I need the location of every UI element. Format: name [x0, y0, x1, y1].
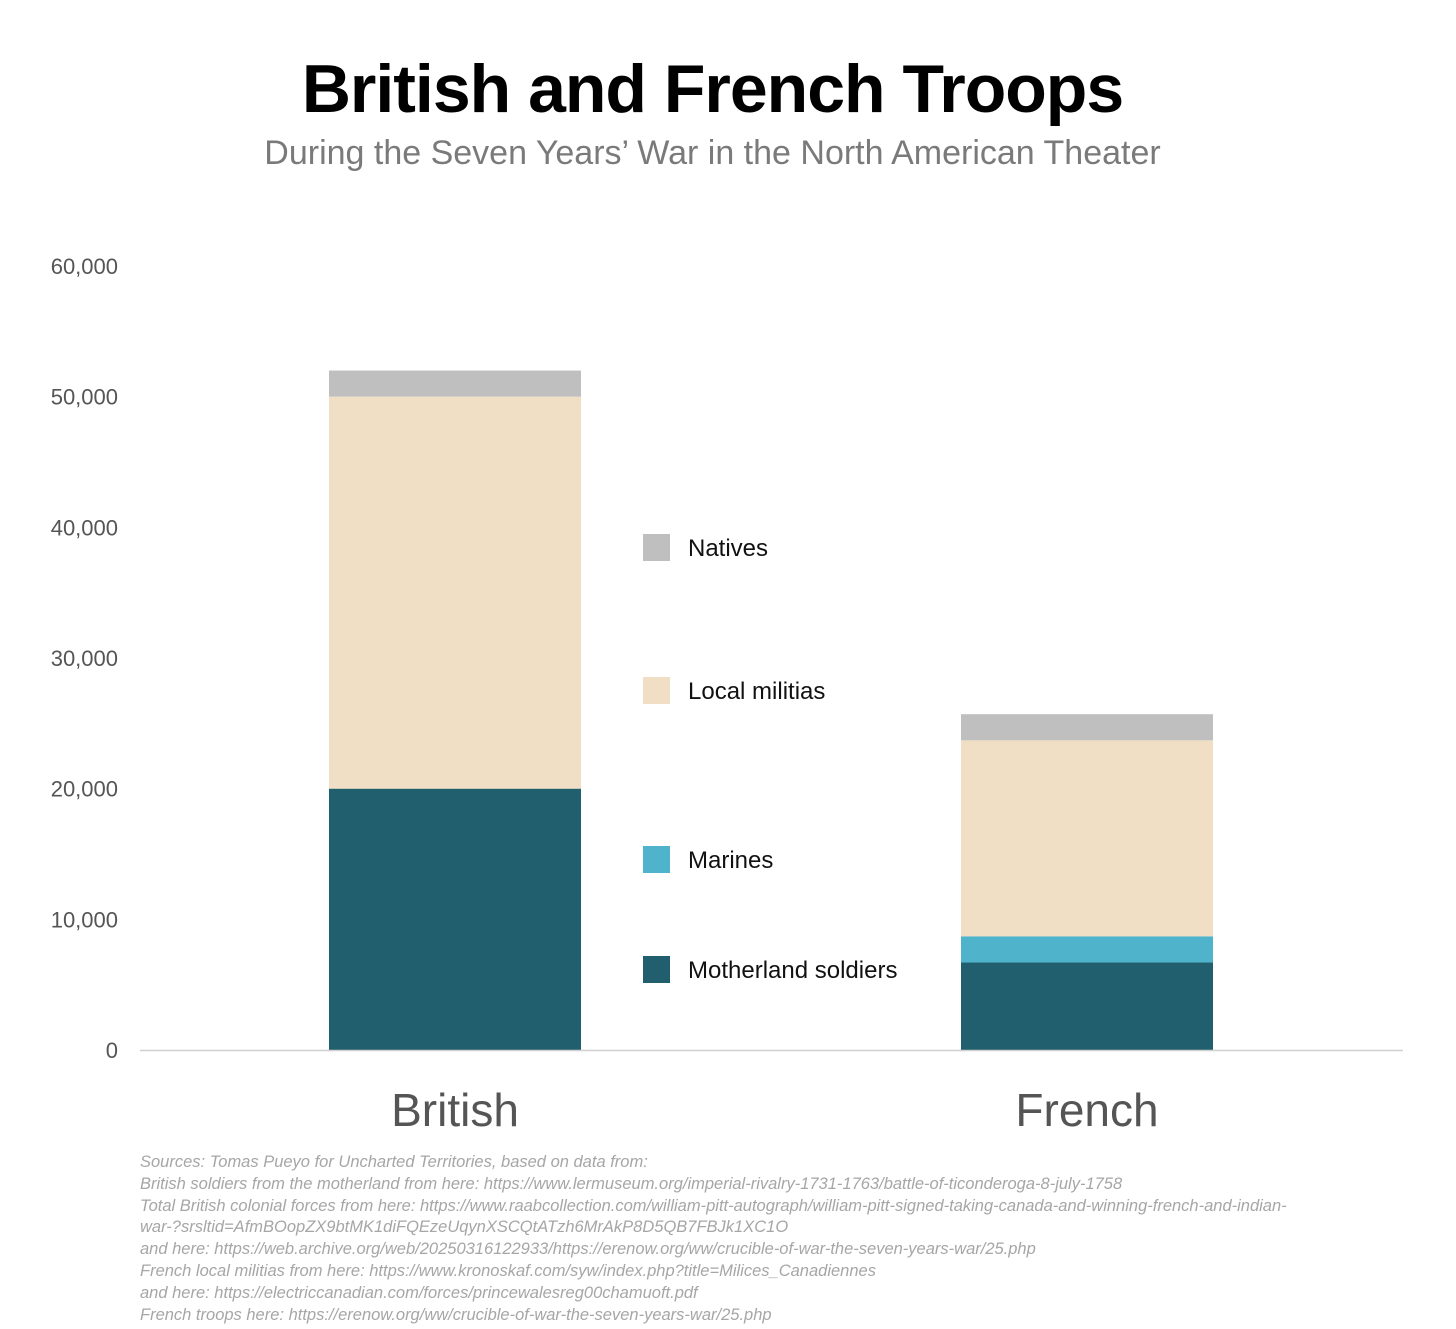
- source-line: and here: https://electriccanadian.com/f…: [140, 1283, 698, 1302]
- legend-swatch: [643, 677, 670, 704]
- bar-segment-motherland-soldiers: [329, 788, 581, 1050]
- legend-label: Natives: [688, 535, 768, 562]
- x-tick-label: British: [391, 1084, 519, 1136]
- y-tick-label: 60,000: [51, 254, 118, 279]
- stacked-bar-chart: 0 10,000 20,000 30,000 40,000 50,000 60,000 Bri…: [51, 254, 1403, 1136]
- bar-segment-marines: [961, 936, 1213, 963]
- legend-swatch: [643, 846, 670, 873]
- y-tick-label: 0: [106, 1038, 118, 1063]
- legend-label: Local militias: [688, 678, 825, 705]
- y-tick-label: 20,000: [51, 777, 118, 802]
- bar-segment-local-militias: [329, 396, 581, 789]
- source-line: Sources: Tomas Pueyo for Uncharted Terri…: [140, 1153, 648, 1171]
- chart-title: British and French Troops: [301, 51, 1124, 127]
- y-tick-label: 40,000: [51, 515, 118, 540]
- y-tick-label: 10,000: [51, 907, 118, 932]
- bar-segment-motherland-soldiers: [961, 962, 1213, 1050]
- source-line: British soldiers from the motherland fro…: [140, 1174, 1123, 1193]
- chart-subtitle: During the Seven Years’ War in the North…: [264, 134, 1161, 172]
- legend-label: Marines: [688, 847, 773, 874]
- y-tick-label: 50,000: [51, 385, 118, 410]
- source-line: and here: https://web.archive.org/web/20…: [140, 1240, 1036, 1259]
- sources-footnote: Sources: Tomas Pueyo for Uncharted Terri…: [140, 1152, 1430, 1326]
- source-line: Total British colonial forces from here:…: [140, 1196, 1287, 1215]
- source-line: French troops here: https://erenow.org/w…: [140, 1305, 772, 1324]
- bar-segment-natives: [961, 714, 1213, 741]
- source-line: war-?srsltid=AfmBOopZX9btMK1diFQEzeUqynX…: [140, 1218, 789, 1237]
- bar-segment-natives: [329, 370, 581, 397]
- y-tick-label: 30,000: [51, 646, 118, 671]
- x-tick-label: French: [1015, 1084, 1158, 1136]
- source-line: French local militias from here: https:/…: [140, 1261, 876, 1280]
- legend-label: Motherland soldiers: [688, 957, 897, 984]
- legend-swatch: [643, 534, 670, 561]
- bar-segment-local-militias: [961, 740, 1213, 937]
- legend-swatch: [643, 956, 670, 983]
